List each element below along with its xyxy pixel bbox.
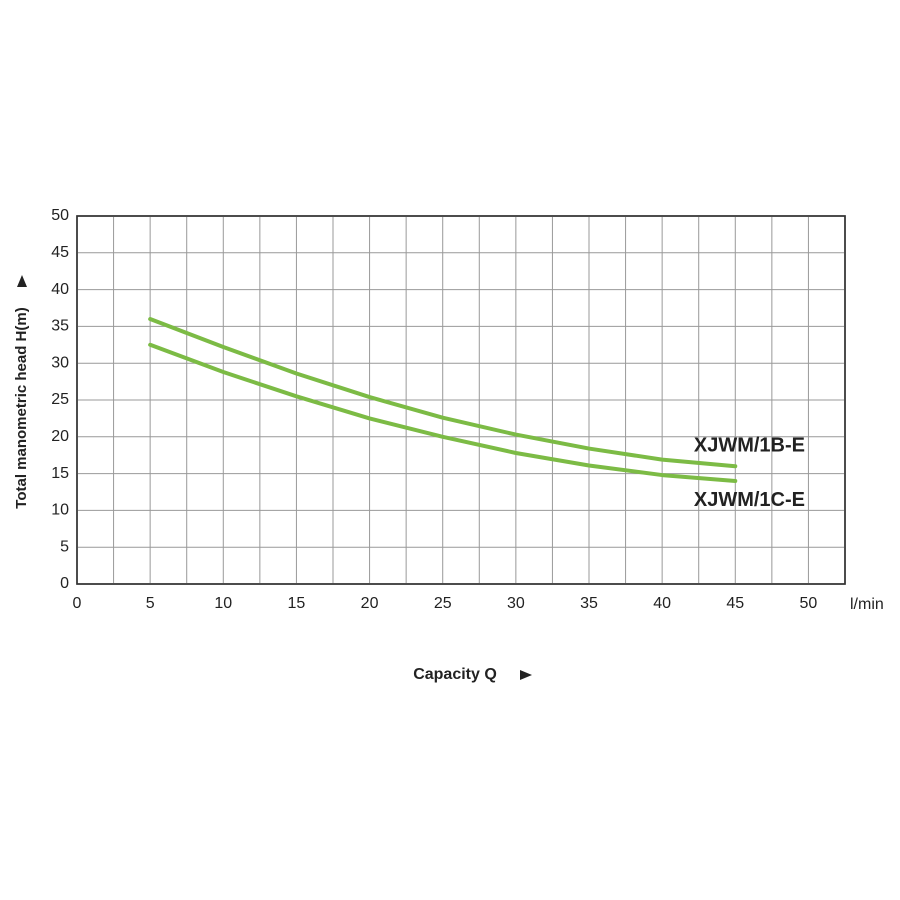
y-tick-label: 15 [51,465,69,482]
y-tick-label: 10 [51,502,69,519]
x-tick-label: 45 [726,595,744,612]
series-label: XJWM/1C-E [694,489,805,511]
y-tick-label: 45 [51,244,69,261]
x-tick-label: 30 [507,595,525,612]
y-arrow [17,275,27,287]
y-axis-label: Total manometric head H(m) [13,307,30,508]
x-tick-label: 35 [580,595,598,612]
x-tick-label: 25 [434,595,452,612]
y-tick-label: 40 [51,281,69,298]
x-tick-label: 40 [653,595,671,612]
plot-border [76,215,846,585]
x-arrow [520,670,532,680]
y-tick-label: 35 [51,318,69,335]
y-tick-label: 50 [51,207,69,224]
series-line [148,317,738,469]
y-tick-label: 5 [60,538,69,555]
x-axis-label: Capacity Q [413,666,497,683]
y-tick-label: 25 [51,391,69,408]
x-tick-label: 0 [73,595,82,612]
y-tick-label: 20 [51,428,69,445]
x-tick-label: 10 [214,595,232,612]
x-tick-label: 50 [800,595,818,612]
x-unit: l/min [850,596,884,613]
y-tick-label: 30 [51,354,69,371]
x-tick-label: 20 [361,595,379,612]
x-tick-label: 15 [288,595,306,612]
series-line [148,342,738,483]
series-label: XJWM/1B-E [694,435,805,457]
x-tick-label: 5 [146,595,155,612]
y-tick-label: 0 [60,575,69,592]
